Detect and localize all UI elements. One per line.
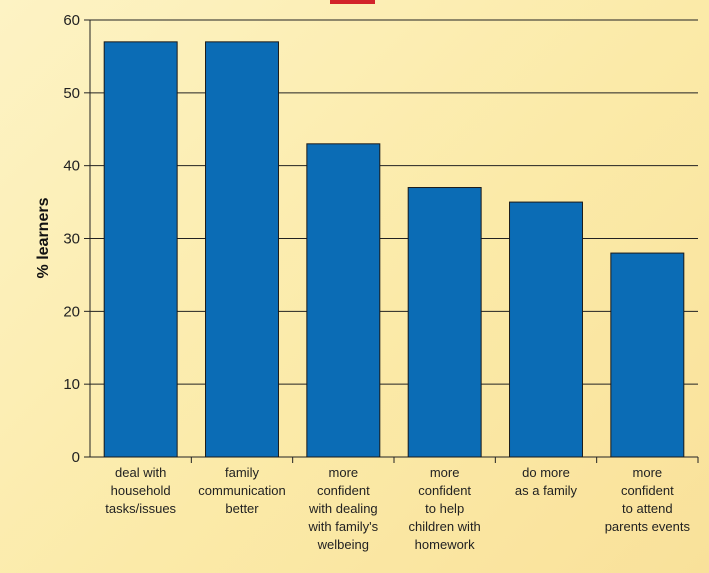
x-category-label-line: deal with	[115, 465, 166, 480]
x-category-label-line: homework	[415, 537, 475, 552]
y-axis-label: % learners	[35, 197, 52, 278]
x-category-label-line: children with	[409, 519, 481, 534]
x-category-label-line: welbeing	[317, 537, 369, 552]
x-category-label-line: to attend	[622, 501, 673, 516]
x-category-label-line: with dealing	[308, 501, 378, 516]
y-tick-label: 40	[63, 158, 80, 175]
y-tick-label: 0	[72, 449, 80, 466]
x-category-label-line: better	[225, 501, 259, 516]
x-category-label: family communication better	[198, 465, 285, 516]
x-category-label-line: confident	[418, 483, 471, 498]
x-category-label: do more as a family	[515, 465, 578, 498]
x-category-label: more confident with dealing with family's we…	[307, 465, 378, 552]
bar	[407, 187, 482, 458]
y-tick-label: 10	[63, 376, 80, 393]
x-category-label-line: parents events	[605, 519, 691, 534]
bar	[509, 201, 583, 458]
x-category-label-line: confident	[317, 483, 370, 498]
x-category-label-line: more	[633, 465, 663, 480]
x-category-label: deal with household tasks/issues	[105, 465, 176, 516]
bar	[610, 252, 685, 458]
x-category-label: more confident to help children with homewor…	[409, 465, 481, 552]
y-tick-label: 20	[63, 303, 80, 320]
bar	[306, 143, 381, 458]
x-category-label-line: to help	[425, 501, 464, 516]
x-category-label-line: more	[430, 465, 460, 480]
x-category-label-line: with family's	[307, 519, 378, 534]
bar	[103, 41, 178, 458]
y-tick-label: 50	[63, 85, 80, 102]
x-category-label-line: communication	[198, 483, 285, 498]
y-tick-label: 30	[63, 231, 80, 248]
x-category-label-line: do more	[522, 465, 570, 480]
title-fragment	[330, 0, 375, 4]
y-tick-label: 60	[63, 12, 80, 29]
x-category-label: more confident to attend parents events	[605, 465, 691, 534]
x-category-label-line: confident	[621, 483, 674, 498]
x-category-label-line: household	[111, 483, 171, 498]
x-category-label-line: tasks/issues	[105, 501, 176, 516]
x-category-label-line: family	[225, 465, 259, 480]
x-category-label-line: as a family	[515, 483, 578, 498]
bar	[205, 41, 279, 458]
x-category-label-line: more	[329, 465, 359, 480]
